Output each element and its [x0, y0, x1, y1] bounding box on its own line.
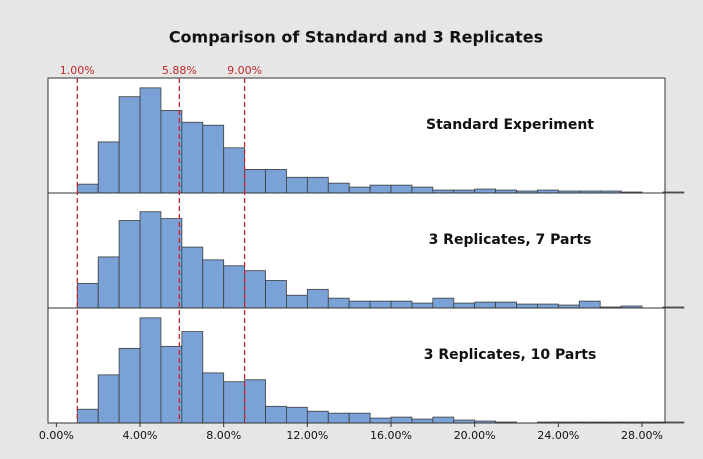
bar — [411, 418, 434, 424]
bar — [306, 288, 329, 309]
bar — [181, 121, 204, 194]
bar — [327, 412, 350, 424]
bar — [202, 259, 225, 309]
x-tick-label: 16.00% — [370, 429, 412, 442]
bar — [432, 416, 455, 424]
bar — [369, 417, 392, 424]
bar — [411, 186, 434, 194]
bar — [578, 300, 601, 309]
chart-title: Comparison of Standard and 3 Replicates — [169, 28, 543, 47]
bar — [474, 301, 496, 309]
x-tick-label: 0.00% — [39, 429, 74, 442]
x-tick-label: 20.00% — [454, 429, 496, 442]
bar — [97, 141, 120, 194]
bar — [390, 416, 413, 424]
bar — [537, 303, 559, 309]
bar — [223, 381, 246, 424]
bar — [327, 297, 350, 309]
reference-label: 5.88% — [162, 64, 197, 77]
x-tick-label: 12.00% — [286, 429, 328, 442]
bar — [265, 169, 287, 194]
bar — [306, 176, 329, 194]
bar — [662, 421, 685, 424]
bar — [390, 184, 413, 194]
bar — [223, 147, 246, 194]
reference-label: 9.00% — [227, 64, 262, 77]
bar — [662, 191, 685, 194]
bar — [244, 379, 266, 424]
panel-label: 3 Replicates, 7 Parts — [429, 232, 592, 248]
x-tick-label: 4.00% — [123, 429, 158, 442]
bar — [118, 96, 141, 194]
bar — [181, 331, 204, 424]
bar — [348, 300, 371, 309]
panel-label: Standard Experiment — [426, 117, 594, 133]
x-tick-label: 28.00% — [621, 429, 663, 442]
bar — [265, 405, 287, 424]
bar — [202, 124, 225, 194]
bar — [306, 410, 329, 424]
bar — [139, 211, 162, 309]
bar — [286, 294, 308, 309]
panel-label: 3 Replicates, 10 Parts — [424, 347, 597, 363]
bar — [97, 256, 120, 309]
bar — [453, 302, 476, 309]
bar — [286, 406, 308, 424]
bar — [390, 300, 413, 309]
bar — [286, 176, 308, 194]
bar — [139, 87, 162, 194]
bar — [516, 303, 538, 309]
bar — [139, 317, 162, 424]
bar — [432, 297, 455, 309]
bar — [181, 246, 204, 309]
x-tick-label: 24.00% — [537, 429, 579, 442]
bar — [265, 280, 287, 309]
bar — [348, 186, 371, 194]
bar — [369, 184, 392, 194]
bar — [244, 270, 266, 309]
plot-border — [47, 77, 666, 424]
bar — [244, 169, 266, 194]
x-tick-label: 8.00% — [206, 429, 241, 442]
bar — [202, 372, 225, 424]
bar — [662, 306, 685, 309]
bar — [223, 265, 246, 309]
bar — [76, 283, 99, 309]
bar — [348, 412, 371, 424]
bar — [474, 188, 496, 194]
bar — [495, 301, 517, 309]
bar — [118, 347, 141, 424]
bar — [76, 408, 99, 424]
bar — [118, 220, 141, 309]
bar — [76, 183, 99, 194]
bar — [327, 182, 350, 194]
bar — [369, 300, 392, 309]
bar — [97, 374, 120, 424]
bar — [411, 302, 434, 309]
reference-label: 1.00% — [60, 64, 95, 77]
